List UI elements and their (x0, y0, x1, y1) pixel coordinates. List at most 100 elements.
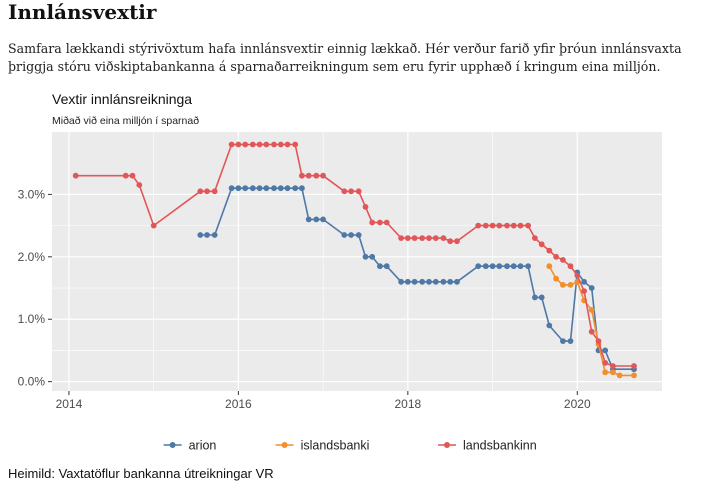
x-tick-label: 2014 (56, 397, 83, 411)
data-point (362, 204, 369, 210)
data-point (271, 185, 277, 192)
data-point (284, 185, 291, 192)
data-point (320, 216, 326, 223)
data-point (341, 188, 348, 195)
data-point (271, 141, 277, 148)
data-point (419, 278, 426, 285)
legend-label: islandsbanki (301, 439, 370, 453)
data-point (567, 282, 574, 288)
data-point (517, 263, 524, 270)
data-point (588, 285, 595, 291)
data-point (383, 263, 390, 270)
data-point (228, 141, 235, 148)
data-point (211, 232, 218, 238)
data-point (616, 372, 623, 379)
data-point (482, 263, 489, 270)
data-point (355, 232, 362, 238)
data-point (348, 232, 354, 238)
data-point (320, 172, 326, 179)
data-point (454, 278, 460, 285)
data-point (553, 275, 559, 282)
legend-item-arion: arion (163, 439, 216, 453)
chart-title: Vextir innlánsreikninga (52, 91, 192, 107)
data-point (581, 288, 587, 294)
data-point (122, 172, 129, 179)
data-point (369, 253, 376, 260)
data-point (256, 141, 263, 148)
axes: 0.0% 1.0% 2.0% 3.0% 2014 2016 2018 2020 (18, 187, 591, 411)
data-point (348, 188, 354, 195)
y-tick-label: 0.0% (18, 375, 46, 389)
data-point (517, 222, 524, 229)
series-layer (72, 141, 637, 379)
data-point (277, 141, 284, 148)
data-point (398, 278, 404, 285)
data-point (538, 241, 545, 248)
data-point (313, 216, 320, 223)
data-point (560, 282, 566, 288)
legend-key-point (444, 442, 450, 448)
data-point (292, 141, 299, 148)
data-point (197, 232, 204, 238)
data-point (341, 232, 348, 238)
data-point (602, 369, 609, 376)
data-point (292, 185, 299, 192)
data-point (432, 278, 439, 285)
page-heading: Innlánsvextir (8, 0, 157, 24)
data-point (504, 222, 510, 229)
plot-panel (52, 132, 662, 391)
data-point (567, 338, 574, 344)
legend-key-point (169, 442, 176, 448)
data-point (362, 253, 369, 260)
legend-label: landsbankinn (463, 439, 537, 453)
legend: arion islandsbanki landsbankinn (163, 439, 537, 453)
data-point (610, 363, 616, 369)
data-point (426, 278, 432, 285)
data-point (595, 338, 602, 344)
data-point (263, 141, 270, 148)
legend-item-islandsbanki: islandsbanki (275, 439, 370, 453)
data-point (496, 263, 503, 270)
data-point (510, 222, 517, 229)
data-point (411, 235, 418, 242)
data-point (475, 263, 482, 270)
data-point (284, 141, 291, 148)
data-point (369, 219, 376, 226)
data-point (150, 222, 157, 229)
data-point (299, 172, 305, 179)
data-point (631, 363, 637, 369)
data-point (211, 188, 218, 195)
y-tick-label: 2.0% (18, 250, 46, 264)
x-tick-label: 2016 (225, 397, 252, 411)
data-point (440, 278, 447, 285)
data-point (440, 235, 447, 242)
legend-item-landsbankinn: landsbankinn (438, 439, 537, 453)
data-point (496, 222, 503, 229)
major-grid (52, 132, 662, 391)
data-point (136, 182, 143, 188)
data-point (235, 141, 242, 148)
data-point (235, 185, 242, 192)
x-tick-label: 2020 (564, 397, 591, 411)
data-point (398, 235, 404, 242)
data-point (574, 272, 581, 279)
interest-rate-chart: Vextir innlánsreikninga Miðað við eina m… (18, 91, 662, 453)
data-point (510, 263, 517, 270)
data-point (305, 172, 312, 179)
chart-subtitle: Miðað við eina milljón í sparnað (52, 115, 199, 127)
data-point (532, 294, 538, 301)
data-point (204, 188, 210, 195)
data-point (277, 185, 284, 192)
data-point (546, 322, 553, 329)
data-point (567, 263, 574, 270)
data-point (610, 369, 616, 376)
data-point (242, 141, 249, 148)
data-point (602, 347, 609, 354)
intro-paragraph: Samfara lækkandi stýrivöxtum hafa innlán… (8, 41, 682, 74)
legend-key-point (281, 442, 288, 448)
data-point (538, 294, 545, 301)
y-tick-label: 1.0% (18, 312, 46, 326)
data-point (475, 222, 482, 229)
data-point (588, 307, 595, 313)
data-point (313, 172, 320, 179)
